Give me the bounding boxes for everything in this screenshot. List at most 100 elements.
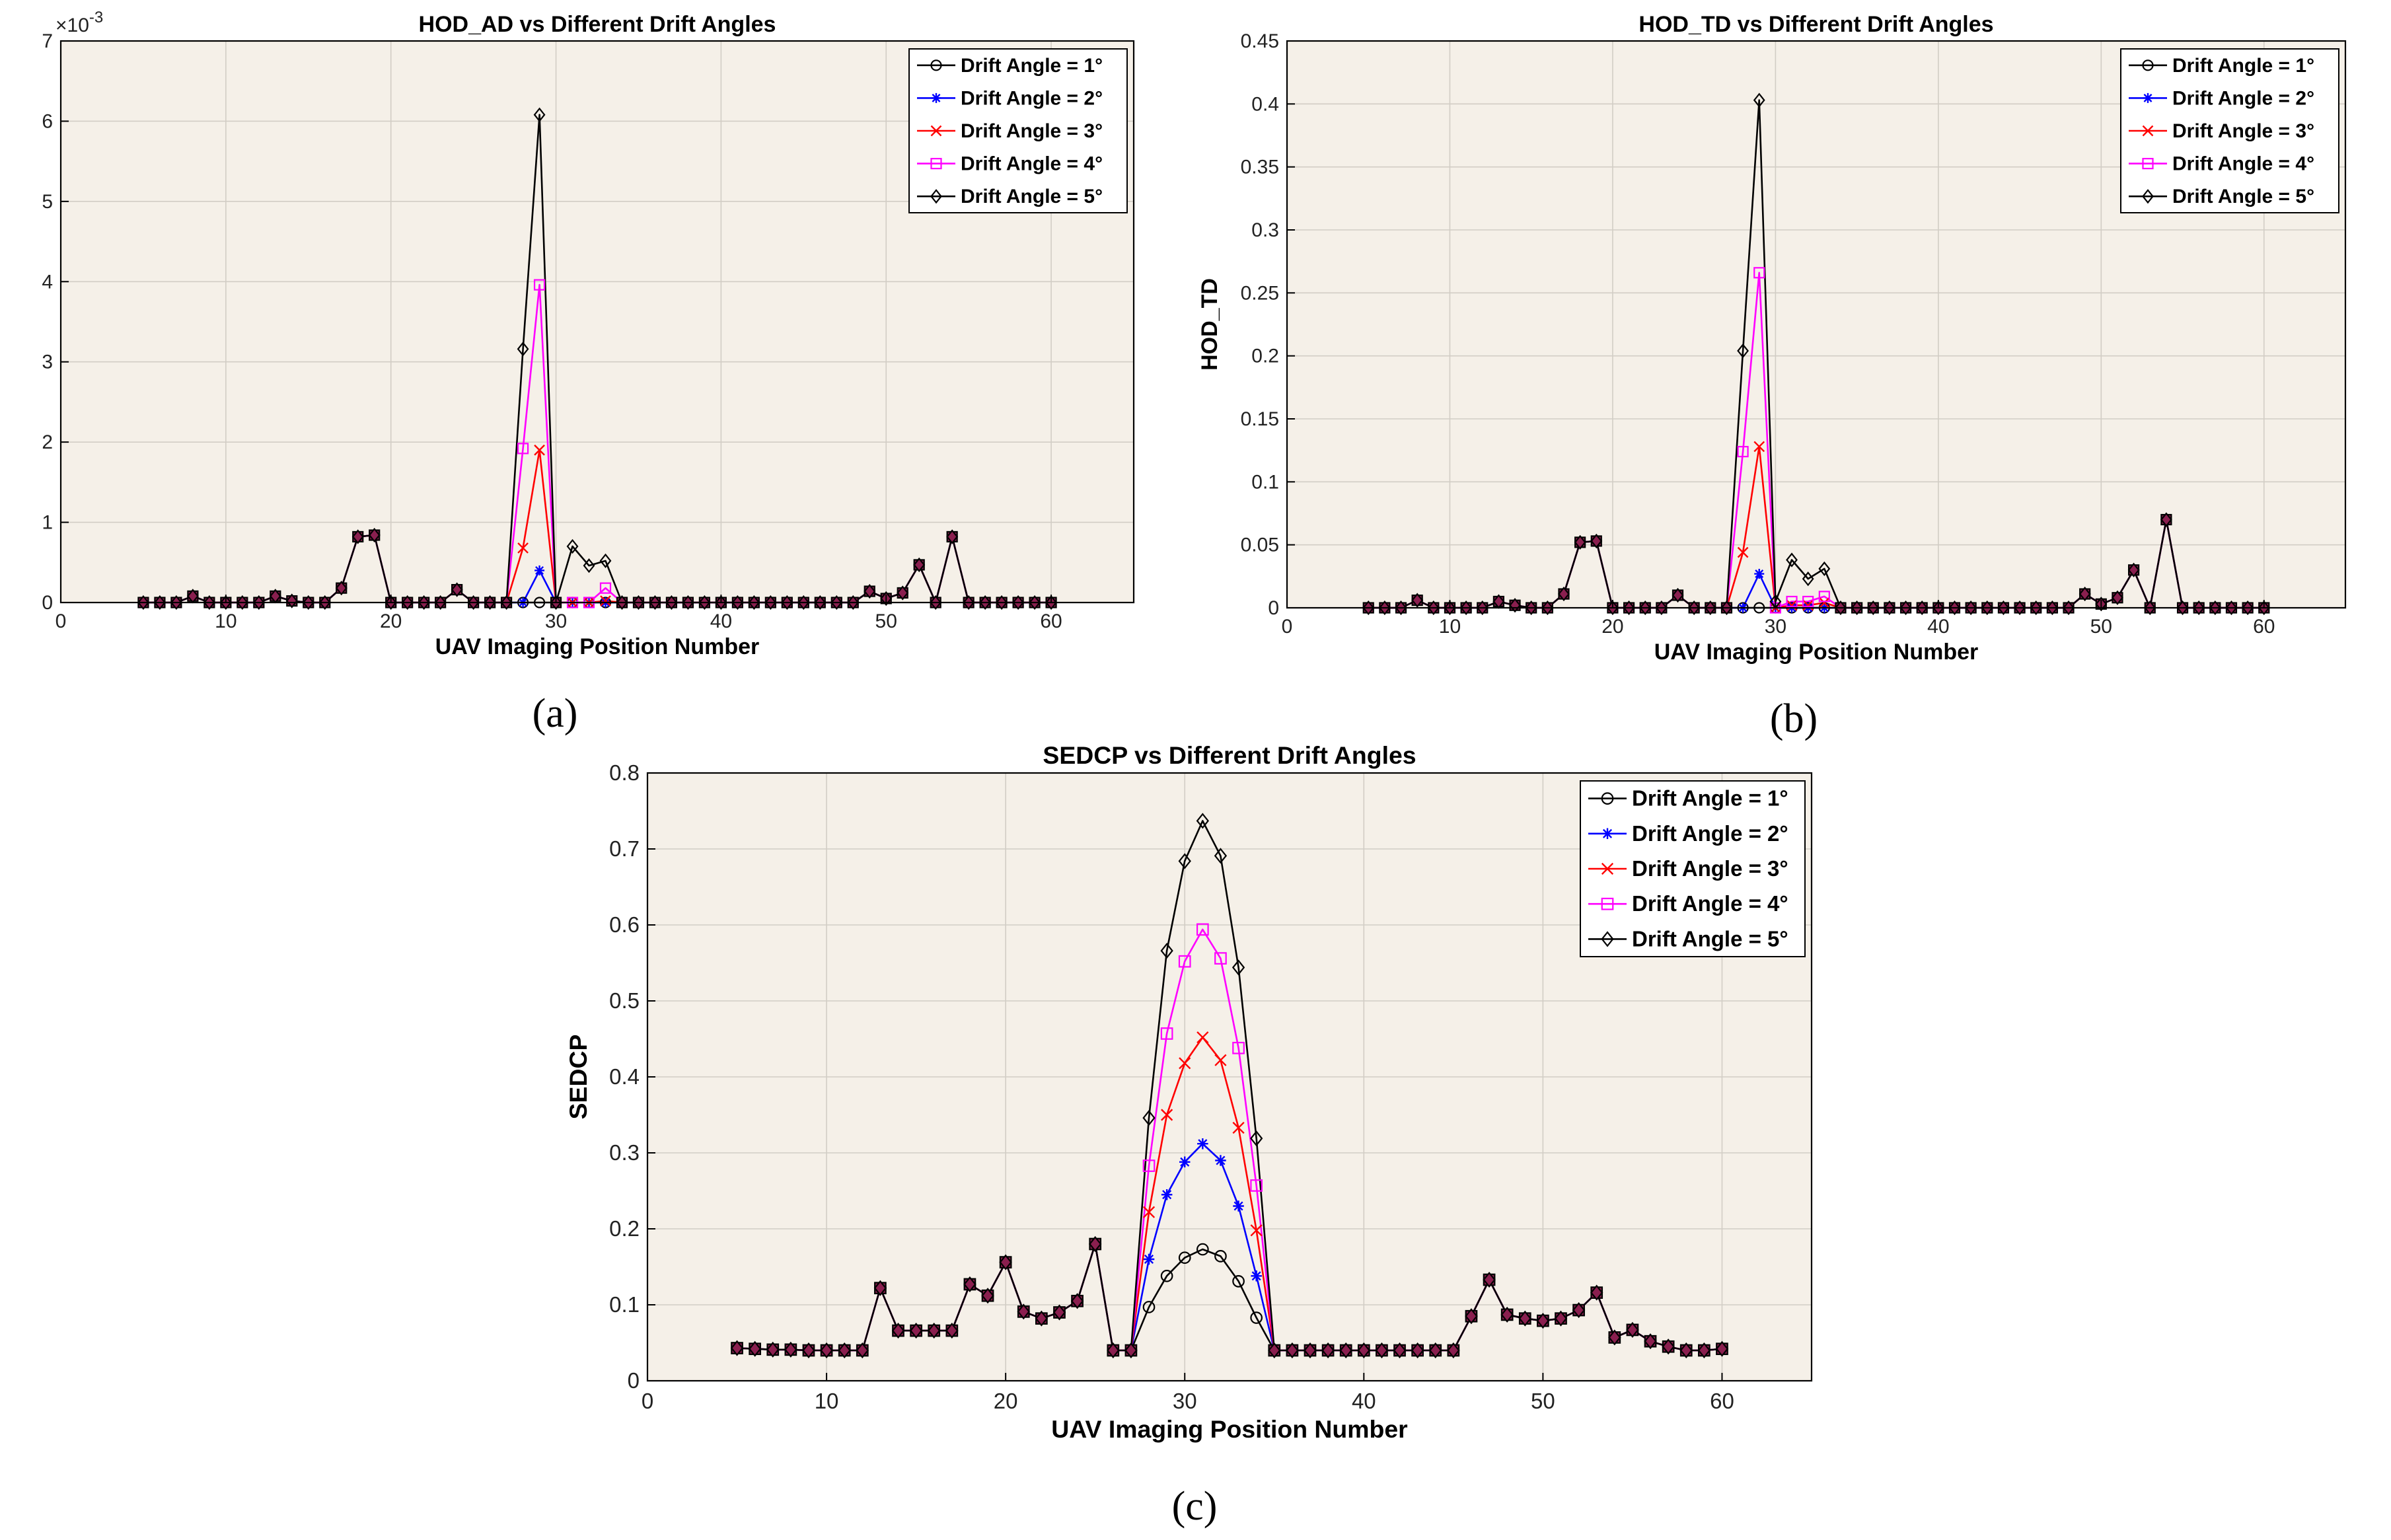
data-point [999,1254,1012,1270]
data-point [784,1341,797,1358]
legend-label: Drift Angle = 2° [961,87,1103,109]
legend: Drift Angle = 1° Drift Angle = 2° Drift An… [1580,780,1806,957]
data-point [909,1323,923,1339]
y-tick-label: 0 [42,592,53,614]
x-tick-label: 30 [1173,1389,1197,1413]
x-tick-label: 40 [1352,1389,1376,1413]
data-point [1518,1310,1531,1327]
data-point [1572,1302,1586,1319]
data-point [1179,1156,1191,1168]
data-point [1161,1109,1173,1121]
legend-marker [1601,931,1614,947]
y-tick-label: 0.1 [609,1292,640,1317]
legend-label: Drift Angle = 1° [1632,786,1788,811]
data-point [1786,599,1798,611]
y-tick-label: 0.7 [609,836,640,861]
data-point [1411,1342,1424,1359]
legend-marker [1601,897,1614,910]
data-point [1052,1304,1066,1321]
data-point [1737,445,1749,458]
data-point [1250,1224,1263,1237]
data-point [1178,1251,1191,1265]
data-point [451,582,463,597]
chart-c: 0 10 20 30 40 50 60 0 0.1 0.2 0.3 0.4 0.5 0.6 0.7 0.8 SE… [564,741,1813,1529]
data-point [1142,1206,1156,1218]
panel-label: (c) [1172,1484,1218,1529]
data-point [1268,1342,1281,1359]
data-point [1179,1057,1191,1070]
x-tick-label: 40 [1927,616,1949,638]
data-point [599,553,612,568]
legend: Drift Angle = 1° Drift Angle = 2° Drift An… [908,48,1128,213]
data-point [2078,586,2091,602]
data-point [730,1340,744,1356]
data-point [1250,1311,1263,1324]
y-tick-label: 0 [1268,597,1279,619]
x-tick-label: 0 [642,1389,653,1413]
data-point [891,1323,905,1339]
data-point [897,585,909,601]
data-point [1465,1308,1478,1325]
x-tick-label: 20 [380,610,402,632]
y-tick-label: 7 [42,30,53,52]
legend-marker [930,158,942,170]
x-tick-label: 60 [1710,1389,1734,1413]
data-point [1089,1235,1102,1253]
data-point [856,1342,869,1359]
data-point [335,581,348,596]
data-point [517,342,529,357]
y-tick-label: 4 [42,271,53,293]
legend-label: Drift Angle = 4° [2172,153,2314,175]
y-tick-label: 5 [42,191,53,213]
data-point [1818,591,1830,603]
y-tick-label: 1 [42,512,53,534]
data-point [1250,1179,1263,1192]
legend-marker [1601,862,1614,875]
data-point [1178,853,1191,869]
data-point [1107,1342,1120,1359]
data-point [1802,599,1814,611]
x-axis-label: UAV Imaging Position Number [435,634,760,659]
data-point [1590,533,1603,549]
data-point [1672,587,1684,603]
data-point [1737,546,1749,558]
legend: Drift Angle = 1° Drift Angle = 2° Drift An… [2120,48,2339,213]
data-point [1590,1284,1603,1301]
data-point [1304,1342,1317,1359]
data-point [1802,571,1814,587]
x-tick-label: 0 [55,610,67,632]
y-tick-label: 0.1 [1251,471,1279,493]
data-point [351,529,364,544]
legend-label: Drift Angle = 4° [1632,891,1788,916]
data-point [566,538,579,554]
x-tick-label: 60 [1040,610,1062,632]
data-point [533,107,546,122]
legend-label: Drift Angle = 3° [1632,856,1788,881]
legend-label: Drift Angle = 2° [1632,821,1788,846]
data-point [1558,586,1570,602]
data-point [1536,1313,1550,1329]
legend-marker [930,189,942,204]
data-point [1737,343,1749,359]
panel-label: (a) [533,691,578,736]
data-point [1357,1342,1370,1359]
data-point [2112,590,2123,605]
data-point [1251,1270,1262,1282]
data-point [1196,1031,1209,1044]
series-markers-5 [730,813,1729,1359]
data-point [600,595,611,606]
legend-label: Drift Angle = 1° [2172,55,2314,77]
data-point [1196,1243,1209,1256]
y-exponent-base: ×10 [55,15,89,36]
chart-title: HOD_AD vs Different Drift Angles [419,12,776,37]
data-point [583,558,595,573]
data-point [1233,1200,1244,1212]
data-point [1818,597,1830,608]
legend-marker [2142,158,2154,170]
data-point [1286,1342,1299,1359]
data-point [533,279,546,291]
data-point [963,1276,976,1293]
data-point [368,527,381,543]
y-axis-label: SEDCP [564,1035,592,1120]
data-point [1161,1189,1173,1200]
